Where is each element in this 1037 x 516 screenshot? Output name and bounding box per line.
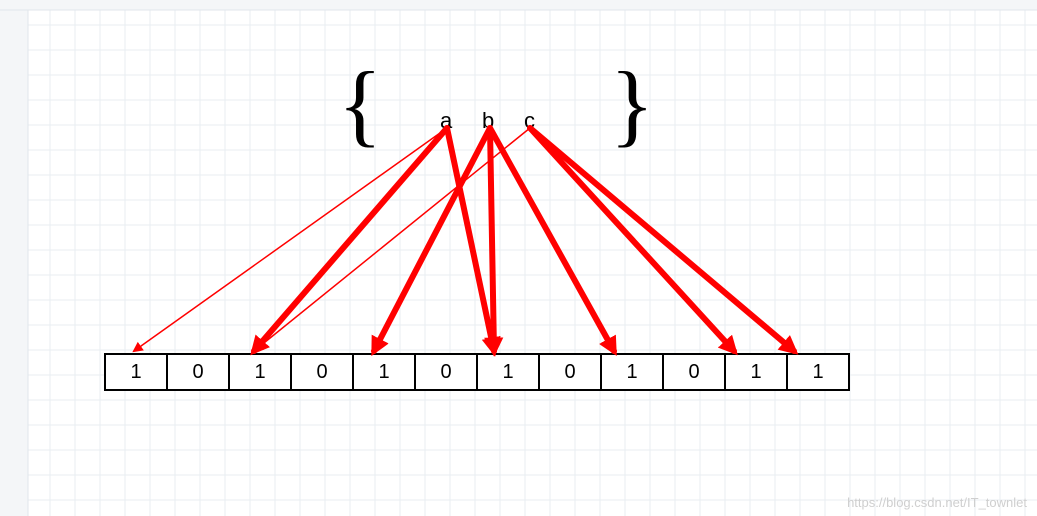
- bit-cell: 0: [168, 355, 230, 389]
- set-element-c: c: [524, 108, 535, 134]
- bit-cell: 0: [292, 355, 354, 389]
- diagram-canvas: { } a b c 101010101011 https://blog.csdn…: [0, 0, 1037, 516]
- bit-cell: 1: [602, 355, 664, 389]
- bit-cell: 1: [478, 355, 540, 389]
- set-element-b: b: [482, 108, 494, 134]
- brace-left: {: [338, 58, 382, 150]
- bit-array: 101010101011: [104, 353, 850, 391]
- bit-cell: 1: [106, 355, 168, 389]
- bit-cell: 0: [664, 355, 726, 389]
- bit-cell: 1: [354, 355, 416, 389]
- grid-background: [0, 0, 1037, 516]
- watermark: https://blog.csdn.net/IT_townlet: [847, 495, 1027, 510]
- bit-cell: 1: [230, 355, 292, 389]
- bit-cell: 0: [416, 355, 478, 389]
- bit-cell: 1: [726, 355, 788, 389]
- bit-cell: 0: [540, 355, 602, 389]
- set-element-a: a: [440, 108, 452, 134]
- brace-right: }: [610, 58, 654, 150]
- bit-cell: 1: [788, 355, 848, 389]
